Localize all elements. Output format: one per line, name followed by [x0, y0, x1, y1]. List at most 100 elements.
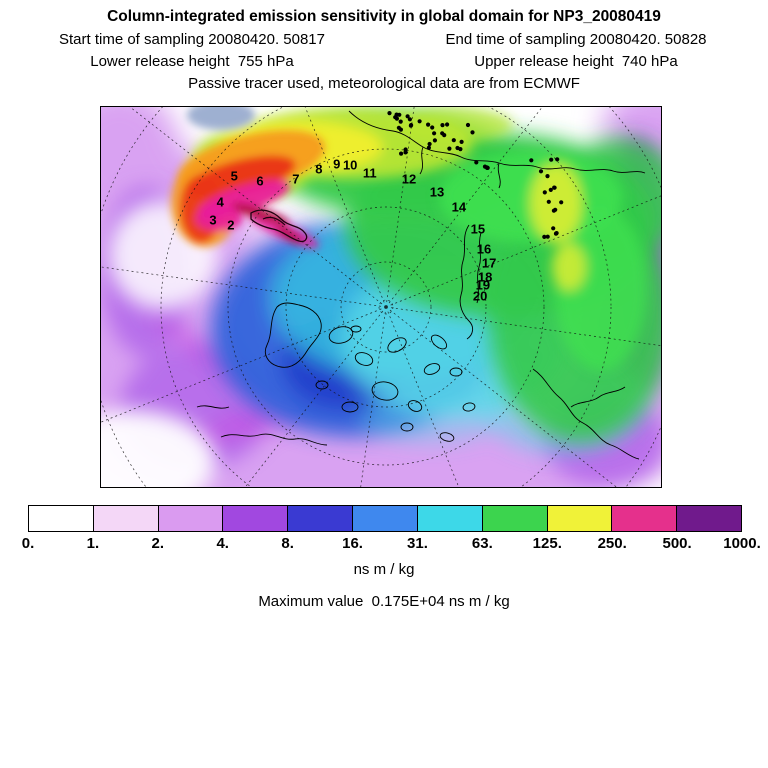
lower-release-height-label: Lower release height 755 hPa — [90, 53, 294, 70]
station-dot — [546, 199, 551, 204]
colorbar-tick-label: 63. — [471, 535, 493, 552]
station-dot — [459, 139, 464, 144]
end-time-label: End time of sampling 20080420. 50828 — [445, 31, 707, 48]
colorbar-segment — [677, 506, 741, 531]
colorbar-segment — [93, 506, 159, 531]
station-dot — [427, 141, 432, 147]
station-dot — [430, 125, 435, 130]
colorbar-segment — [482, 506, 548, 531]
station-dot — [440, 123, 445, 128]
colorbar-tick-label: 0. — [21, 535, 35, 552]
trajectory-point-label: 6 — [256, 173, 264, 189]
station-dot — [542, 234, 547, 239]
station-dot — [393, 115, 398, 120]
colorbar-tick-label: 500. — [662, 535, 692, 552]
station-dot — [548, 187, 553, 192]
colorbar-segment — [417, 506, 483, 531]
start-time-label: Start time of sampling 20080420. 50817 — [58, 31, 325, 48]
colorbar-tick-label: 16. — [342, 535, 363, 552]
station-dot — [552, 185, 557, 190]
colorbar-tick-label: 125. — [532, 535, 562, 552]
station-dot — [545, 174, 550, 179]
station-dot — [484, 165, 490, 170]
station-dot — [403, 147, 408, 152]
station-dot — [549, 157, 554, 162]
trajectory-point-label: 19 — [475, 277, 491, 293]
colorbar-tick-label: 8. — [281, 535, 294, 552]
trajectory-point-label: 12 — [401, 171, 417, 187]
colorbar-tick-label: 4. — [216, 535, 229, 552]
colorbar-tick-label: 31. — [407, 535, 428, 552]
trajectory-point-label: 3 — [209, 212, 217, 228]
tracer-info-label: Passive tracer used, meteorological data… — [188, 75, 580, 92]
trajectory-point-label: 8 — [315, 161, 323, 177]
trajectory-point-label: 18 — [477, 269, 493, 285]
trajectory-point-label: 17 — [481, 255, 497, 271]
sampling-time-row: Start time of sampling 20080420. 50817 E… — [0, 31, 768, 48]
colorbar-tick-label: 2. — [151, 535, 165, 552]
colorbar-segment — [288, 506, 354, 531]
trajectory-point-label: 11 — [362, 165, 377, 181]
colorbar-tick-label: 250. — [597, 535, 627, 552]
colorbar-segment — [547, 506, 613, 531]
station-dot — [426, 122, 431, 127]
station-dot — [551, 208, 556, 213]
colorbar-ticks: 0. 1. 2. 4. 8. 16. 31. 63. 125. 250. 500. 1000. — [22, 535, 761, 553]
station-dot — [545, 234, 550, 239]
station-dot — [440, 131, 445, 136]
station-dot — [387, 111, 392, 116]
station-dot — [405, 114, 410, 119]
station-dot — [559, 200, 564, 205]
map-canvas — [101, 107, 661, 487]
station-dot — [447, 146, 452, 151]
trajectory-point-label: 10 — [342, 157, 358, 173]
station-dot — [553, 231, 559, 236]
station-dot — [432, 131, 437, 136]
trajectory-point-label: 15 — [470, 221, 486, 237]
trajectory-point-label: 4 — [216, 194, 224, 210]
colorbar-units-label: ns m / kg — [353, 561, 415, 578]
station-dot — [396, 125, 401, 130]
station-dot — [529, 158, 534, 163]
sensitivity-field — [101, 107, 661, 487]
station-dot — [407, 117, 412, 122]
trajectory-labels: 2 3 4 5 6 7 8 9 10 11 12 13 14 15 16 17 18 19 20 — [101, 107, 661, 487]
colorbar-segment — [158, 506, 224, 531]
coastlines — [196, 110, 646, 460]
station-dot — [555, 157, 560, 162]
upper-release-height-label: Upper release height 740 hPa — [474, 53, 678, 70]
colorbar: 0. 1. 2. 4. 8. 16. 31. 63. 125. 250. 500. 1000. — [22, 505, 761, 553]
station-dot — [399, 151, 404, 156]
trajectory-point-label: 16 — [476, 241, 492, 257]
colorbar-segment — [612, 506, 678, 531]
map-plot: 2 3 4 5 6 7 8 9 10 11 12 13 14 15 16 17 18 19 20 — [100, 106, 662, 488]
station-dot — [551, 226, 556, 231]
station-dot — [470, 130, 475, 135]
figure-title: Column-integrated emission sensitivity i… — [107, 8, 661, 25]
max-value-label: Maximum value 0.175E+04 ns m / kg — [258, 593, 510, 610]
trajectory-point-label: 2 — [227, 217, 235, 233]
station-dot — [398, 119, 403, 124]
trajectory-point-label: 7 — [292, 171, 300, 187]
station-dot — [538, 169, 544, 174]
release-height-row: Lower release height 755 hPa Upper relea… — [0, 53, 768, 70]
colorbar-segment — [223, 506, 289, 531]
trajectory-point-label: 14 — [451, 199, 467, 215]
station-dot — [417, 119, 422, 124]
station-dot — [474, 160, 479, 165]
graticule — [101, 107, 661, 487]
trajectory-point-label: 9 — [333, 156, 341, 172]
colorbar-tick-label: 1000. — [723, 535, 761, 552]
colorbar-segment — [353, 506, 418, 531]
station-dot — [455, 145, 460, 151]
station-dot — [451, 138, 456, 143]
station-dot — [465, 122, 471, 128]
station-dot — [445, 122, 450, 127]
station-dot — [432, 138, 437, 143]
station-dots — [387, 111, 564, 239]
station-dot — [542, 190, 547, 195]
station-dot — [426, 145, 431, 150]
colorbar-bar — [28, 505, 742, 532]
trajectory-point-label: 13 — [429, 184, 445, 200]
